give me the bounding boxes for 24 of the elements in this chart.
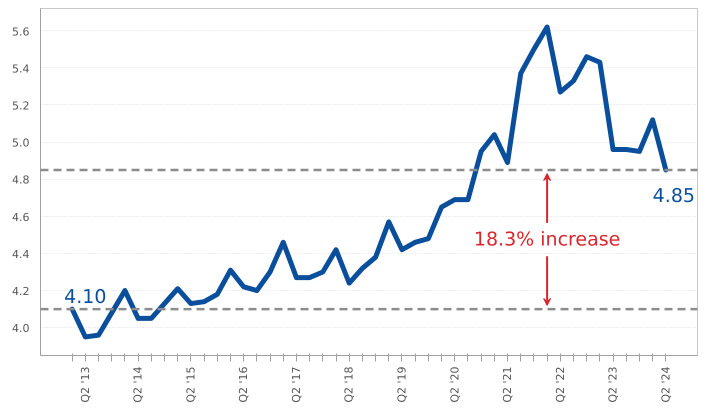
x-tick-label: Q2 '24	[659, 366, 672, 403]
x-tick-label: Q2 '14	[132, 366, 145, 403]
y-tick-label: 4.2	[12, 285, 30, 298]
y-tick-label: 4.8	[12, 174, 30, 187]
y-tick-label: 4.6	[12, 210, 30, 224]
x-tick-label: Q2 '16	[237, 366, 250, 403]
y-tick-label: 5.2	[12, 99, 30, 112]
y-tick-label: 4.4	[12, 248, 30, 261]
x-tick-label: Q2 '20	[448, 366, 462, 403]
y-tick-label: 5.6	[12, 25, 30, 38]
x-tick-label: Q2 '22	[554, 366, 567, 403]
y-tick-label: 5.4	[12, 62, 30, 76]
annotation: 18.3% increase	[474, 228, 620, 251]
x-tick-label: Q2 '17	[290, 366, 303, 403]
x-tick-label: Q2 '21	[501, 366, 514, 403]
x-tick-label: Q2 '19	[395, 366, 408, 403]
annotation: 4.10	[64, 286, 106, 308]
x-tick-label: Q2 '23	[606, 366, 620, 403]
annotation: 4.85	[652, 184, 695, 207]
x-tick-label: Q2 '13	[78, 366, 92, 403]
x-tick-label: Q2 '18	[342, 366, 356, 403]
y-tick-label: 5.0	[12, 136, 30, 150]
y-tick-label: 4.0	[12, 322, 30, 336]
x-tick-label: Q2 '15	[184, 366, 198, 403]
